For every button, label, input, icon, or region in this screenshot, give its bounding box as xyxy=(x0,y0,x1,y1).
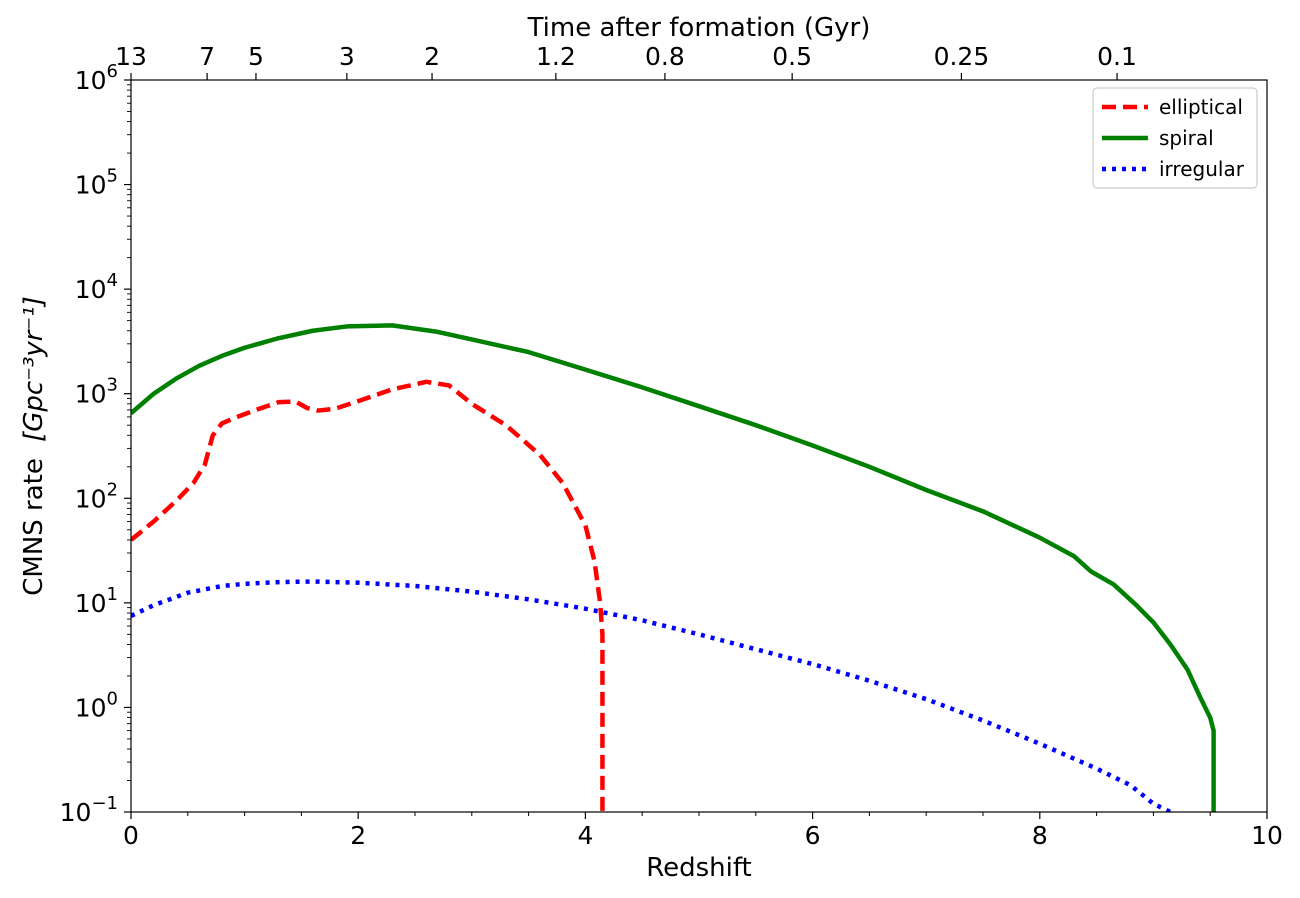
y-tick-power: 5 xyxy=(107,166,118,187)
y-tick-label: 100 xyxy=(75,688,118,722)
x-tick-label: 8 xyxy=(1032,821,1048,850)
top-tick-label: 7 xyxy=(199,42,215,71)
y-tick-power: −1 xyxy=(91,793,118,814)
top-tick-label: 0.8 xyxy=(645,42,685,71)
y-tick-power: 6 xyxy=(107,61,118,82)
top-tick-label: 0.1 xyxy=(1097,42,1137,71)
y-tick-base: 10 xyxy=(75,66,107,95)
top-tick-label: 2 xyxy=(424,42,440,71)
plot-frame xyxy=(130,79,1268,813)
y-tick-base: 10 xyxy=(75,380,107,409)
legend-label-elliptical: elliptical xyxy=(1159,95,1243,119)
y-tick-base: 10 xyxy=(75,693,107,722)
x-tick-label: 6 xyxy=(805,821,821,850)
y-axis-label-prefix: CMNS rate xyxy=(19,458,49,596)
top-tick-label: 0.25 xyxy=(934,42,990,71)
series-line-irregular xyxy=(131,579,1172,812)
y-tick-base: 10 xyxy=(75,171,107,200)
y-tick-label: 101 xyxy=(75,584,118,618)
legend-entries: elliptical spiral irregular xyxy=(1102,95,1245,181)
series-line-elliptical xyxy=(131,379,605,812)
legend: elliptical spiral irregular xyxy=(1092,87,1258,189)
x-axis-ticks: 0 2 4 6 8 10 xyxy=(123,812,1283,850)
series-layer xyxy=(131,323,1216,812)
legend-label-spiral: spiral xyxy=(1159,126,1214,150)
top-tick-label: 13 xyxy=(115,42,147,71)
y-tick-base: 10 xyxy=(75,589,107,618)
x-tick-label: 4 xyxy=(577,821,593,850)
top-tick-label: 0.5 xyxy=(772,42,812,71)
y-tick-label: 102 xyxy=(75,479,118,513)
y-tick-base: 10 xyxy=(75,275,107,304)
top-tick-label: 1.2 xyxy=(536,42,576,71)
y-tick-label: 103 xyxy=(75,375,118,409)
x-tick-label: 10 xyxy=(1251,821,1283,850)
plot-area xyxy=(131,323,1216,812)
x-axis-label: Redshift xyxy=(646,853,752,883)
y-tick-label: 104 xyxy=(75,270,118,304)
y-tick-base: 10 xyxy=(75,484,107,513)
x-tick-label: 2 xyxy=(350,821,366,850)
y-tick-power: 0 xyxy=(107,688,118,709)
legend-label-irregular: irregular xyxy=(1159,157,1245,181)
y-tick-power: 1 xyxy=(107,584,118,605)
top-axis-label: Time after formation (Gyr) xyxy=(527,13,871,43)
y-axis-label: CMNS rate [Gpc⁻³yr⁻¹] xyxy=(19,296,49,596)
y-axis-label-units: [Gpc⁻³yr⁻¹] xyxy=(19,296,49,442)
top-tick-label: 5 xyxy=(248,42,264,71)
y-tick-base: 10 xyxy=(60,798,92,827)
y-tick-power: 3 xyxy=(107,375,118,396)
x-tick-label: 0 xyxy=(123,821,139,850)
y-tick-label: 106 xyxy=(75,61,118,95)
series-line-spiral xyxy=(131,323,1216,812)
y-tick-label: 105 xyxy=(75,166,118,200)
y-tick-label: 10−1 xyxy=(60,793,118,827)
top-axis-ticks: 13 7 5 3 2 1.2 0.8 0.5 0.25 0.1 xyxy=(115,42,1137,80)
top-tick-label: 3 xyxy=(339,42,355,71)
legend-box xyxy=(1092,87,1258,189)
y-tick-power: 4 xyxy=(107,270,118,291)
y-tick-power: 2 xyxy=(107,479,118,500)
